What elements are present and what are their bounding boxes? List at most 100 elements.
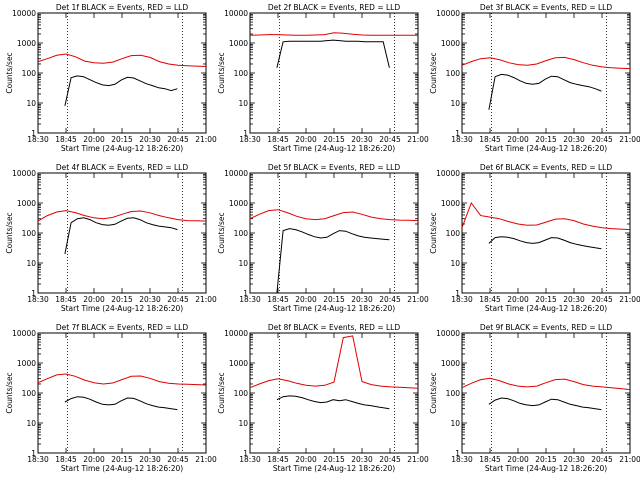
lld-series-line — [37, 210, 207, 222]
x-tick-label: 20:00 — [83, 455, 105, 464]
y-tick-label: 10 — [26, 99, 36, 108]
plot-frame — [249, 12, 419, 134]
x-tick-label: 18:45 — [55, 135, 77, 144]
y-axis-label: Counts/sec — [5, 372, 14, 413]
x-axis-label: Start Time (24-Aug-12 18:26:20) — [485, 144, 607, 153]
y-tick-label: 1000 — [17, 359, 36, 368]
events-series-line — [64, 75, 178, 107]
y-tick-label: 10 — [450, 259, 460, 268]
events-series-line — [488, 73, 602, 110]
y-tick-label: 10 — [238, 99, 248, 108]
y-tick-label: 1000 — [441, 39, 460, 48]
y-tick-label: 1000 — [229, 39, 248, 48]
lld-series-line — [249, 335, 419, 389]
x-tick-label: 20:00 — [295, 135, 317, 144]
y-tick-label: 100 — [22, 69, 37, 78]
lld-series-line — [37, 53, 207, 67]
x-axis-label: Start Time (24-Aug-12 18:26:20) — [273, 464, 395, 473]
panel-title: Det 2f BLACK = Events, RED = LLD — [268, 3, 401, 12]
x-tick-label: 18:30 — [27, 455, 49, 464]
y-axis-label: Counts/sec — [429, 372, 438, 413]
y-tick-label: 10000 — [436, 169, 460, 178]
y-tick-label: 1 — [243, 129, 248, 138]
plot-frame — [461, 12, 631, 134]
y-axis-label: Counts/sec — [429, 52, 438, 93]
y-tick-label: 10 — [26, 419, 36, 428]
x-tick-label: 21:00 — [195, 295, 217, 304]
x-axis-label: Start Time (24-Aug-12 18:26:20) — [273, 144, 395, 153]
x-tick-label: 18:45 — [479, 455, 501, 464]
events-series-line — [488, 236, 602, 250]
x-tick-label: 20:30 — [563, 295, 585, 304]
x-tick-label: 20:00 — [295, 295, 317, 304]
x-tick-label: 20:45 — [379, 295, 401, 304]
detector-panel-6: Det 6f BLACK = Events, RED = LLD 1 10 100 10… — [429, 163, 640, 313]
y-axis-label: Counts/sec — [217, 52, 226, 93]
lld-series-line — [249, 209, 419, 222]
x-tick-label: 20:30 — [351, 295, 373, 304]
plot-frame — [461, 172, 631, 294]
x-axis-label: Start Time (24-Aug-12 18:26:20) — [485, 464, 607, 473]
x-tick-label: 20:45 — [591, 295, 613, 304]
x-tick-label: 20:15 — [323, 295, 345, 304]
y-tick-label: 100 — [234, 389, 249, 398]
y-tick-label: 1000 — [441, 359, 460, 368]
x-tick-label: 18:30 — [451, 135, 473, 144]
x-tick-label: 21:00 — [619, 455, 640, 464]
panel-title: Det 5f BLACK = Events, RED = LLD — [268, 163, 401, 172]
y-tick-label: 1 — [31, 129, 36, 138]
x-tick-label: 20:45 — [379, 135, 401, 144]
events-series-line — [276, 228, 390, 294]
x-tick-label: 20:00 — [83, 135, 105, 144]
y-tick-label: 10000 — [12, 329, 36, 338]
y-tick-label: 100 — [446, 389, 461, 398]
lld-series-line — [461, 56, 631, 70]
y-tick-label: 1 — [243, 449, 248, 458]
x-tick-label: 18:45 — [479, 295, 501, 304]
x-tick-label: 21:00 — [195, 455, 217, 464]
x-tick-label: 20:00 — [507, 455, 529, 464]
x-tick-label: 20:45 — [591, 455, 613, 464]
x-tick-label: 18:30 — [239, 135, 261, 144]
x-tick-label: 18:45 — [55, 455, 77, 464]
x-tick-label: 18:30 — [451, 455, 473, 464]
lld-series-line — [37, 373, 207, 386]
detector-panel-2: Det 2f BLACK = Events, RED = LLD 1 10 100 10… — [217, 3, 429, 153]
y-tick-label: 100 — [22, 389, 37, 398]
y-tick-label: 10000 — [224, 9, 248, 18]
detector-panel-8: Det 8f BLACK = Events, RED = LLD 1 10 100 10… — [217, 323, 429, 473]
plot-frame — [37, 12, 207, 134]
x-tick-label: 18:30 — [27, 135, 49, 144]
x-tick-label: 18:45 — [267, 135, 289, 144]
y-tick-label: 1 — [31, 449, 36, 458]
x-tick-label: 21:00 — [195, 135, 217, 144]
y-tick-label: 100 — [234, 69, 249, 78]
events-series-line — [276, 395, 390, 410]
x-tick-label: 18:30 — [239, 455, 261, 464]
y-tick-label: 1 — [455, 449, 460, 458]
panel-title: Det 9f BLACK = Events, RED = LLD — [480, 323, 613, 332]
panel-title: Det 3f BLACK = Events, RED = LLD — [480, 3, 613, 12]
x-tick-label: 20:30 — [139, 135, 161, 144]
y-tick-label: 1 — [455, 289, 460, 298]
y-tick-label: 1 — [455, 129, 460, 138]
x-tick-label: 20:15 — [323, 135, 345, 144]
x-tick-label: 18:30 — [451, 295, 473, 304]
detector-panel-3: Det 3f BLACK = Events, RED = LLD 1 10 100 10… — [429, 3, 640, 153]
y-tick-label: 10000 — [12, 9, 36, 18]
lld-series-line — [461, 377, 631, 391]
x-tick-label: 21:00 — [407, 455, 429, 464]
y-tick-label: 10 — [238, 259, 248, 268]
y-tick-label: 100 — [234, 229, 249, 238]
y-tick-label: 100 — [446, 69, 461, 78]
y-tick-label: 1000 — [441, 199, 460, 208]
x-axis-label: Start Time (24-Aug-12 18:26:20) — [273, 304, 395, 313]
detector-panel-9: Det 9f BLACK = Events, RED = LLD 1 10 100 10… — [429, 323, 640, 473]
panel-title: Det 8f BLACK = Events, RED = LLD — [268, 323, 401, 332]
y-tick-label: 10000 — [436, 329, 460, 338]
y-tick-label: 1000 — [17, 39, 36, 48]
x-tick-label: 18:45 — [479, 135, 501, 144]
x-tick-label: 20:15 — [535, 295, 557, 304]
detector-panel-4: Det 4f BLACK = Events, RED = LLD 1 10 100 10… — [5, 163, 217, 313]
x-tick-label: 18:30 — [239, 295, 261, 304]
